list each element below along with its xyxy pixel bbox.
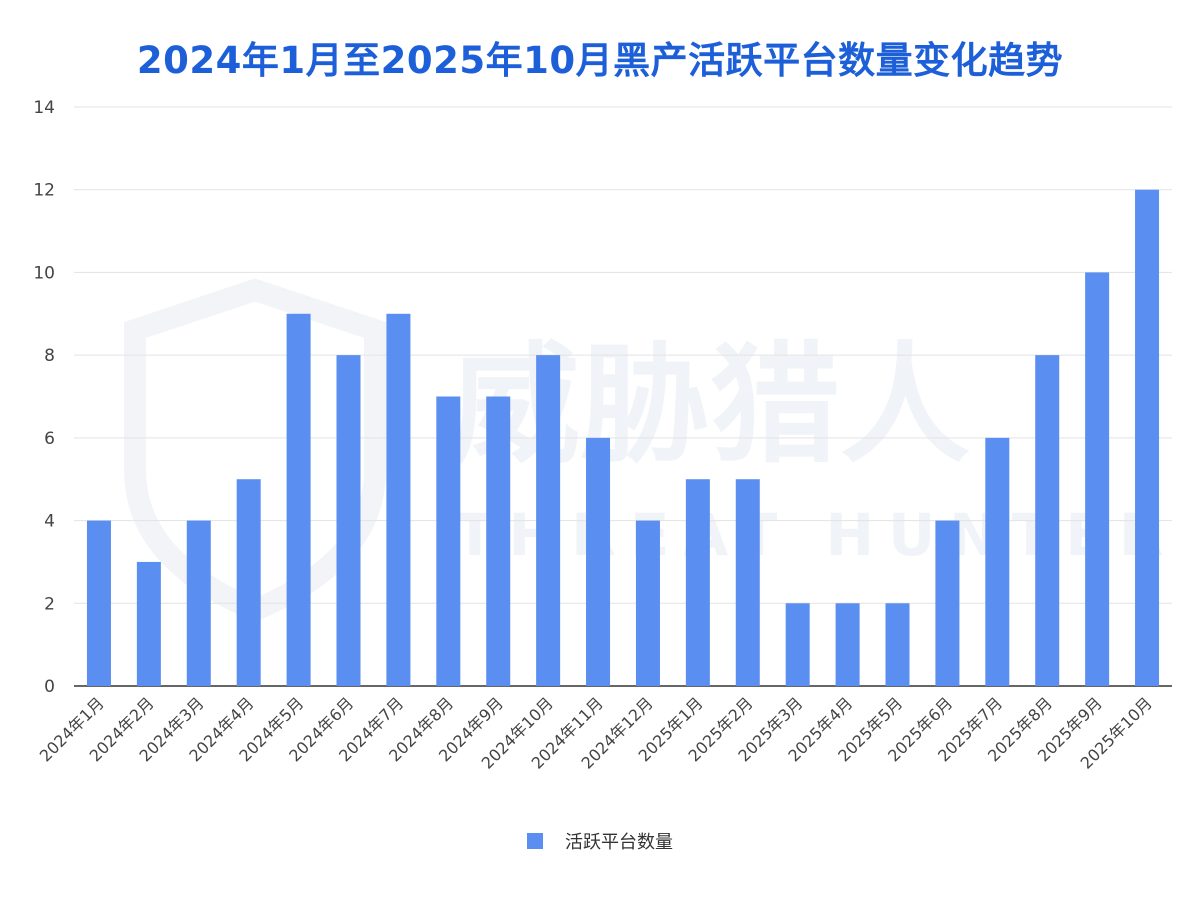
bar [186, 520, 211, 686]
y-tick-label: 14 [33, 98, 55, 118]
bar [885, 603, 910, 686]
chart-title: 2024年1月至2025年10月黑产活跃平台数量变化趋势 [136, 39, 1064, 82]
bar [835, 603, 860, 686]
bar [1035, 355, 1060, 686]
bar [735, 479, 760, 686]
bar [486, 396, 511, 686]
y-tick-label: 4 [44, 512, 55, 532]
legend: 活跃平台数量 [0, 828, 1200, 854]
bar [1085, 272, 1110, 686]
y-tick-label: 6 [44, 429, 55, 449]
bar [536, 355, 561, 686]
bar [935, 520, 960, 686]
bar [685, 479, 710, 686]
y-tick-label: 8 [44, 346, 55, 366]
bar [236, 479, 261, 686]
bar [386, 313, 411, 686]
y-tick-label: 10 [33, 263, 55, 283]
legend-label: 活跃平台数量 [565, 832, 673, 853]
bar [985, 437, 1010, 686]
watermark-cn: 威胁猎人 [450, 329, 970, 481]
bar [1135, 189, 1160, 686]
bar [336, 355, 361, 686]
bar [136, 561, 161, 686]
y-tick-label: 0 [44, 677, 55, 697]
bar [86, 520, 111, 686]
watermark-en: THREAT HUNTER [455, 501, 1178, 569]
bar [785, 603, 810, 686]
bar [436, 396, 461, 686]
y-tick-label: 2 [44, 594, 55, 614]
bar [635, 520, 660, 686]
y-tick-label: 12 [33, 181, 55, 201]
bar [286, 313, 311, 686]
legend-swatch [527, 833, 543, 849]
bar [586, 437, 611, 686]
